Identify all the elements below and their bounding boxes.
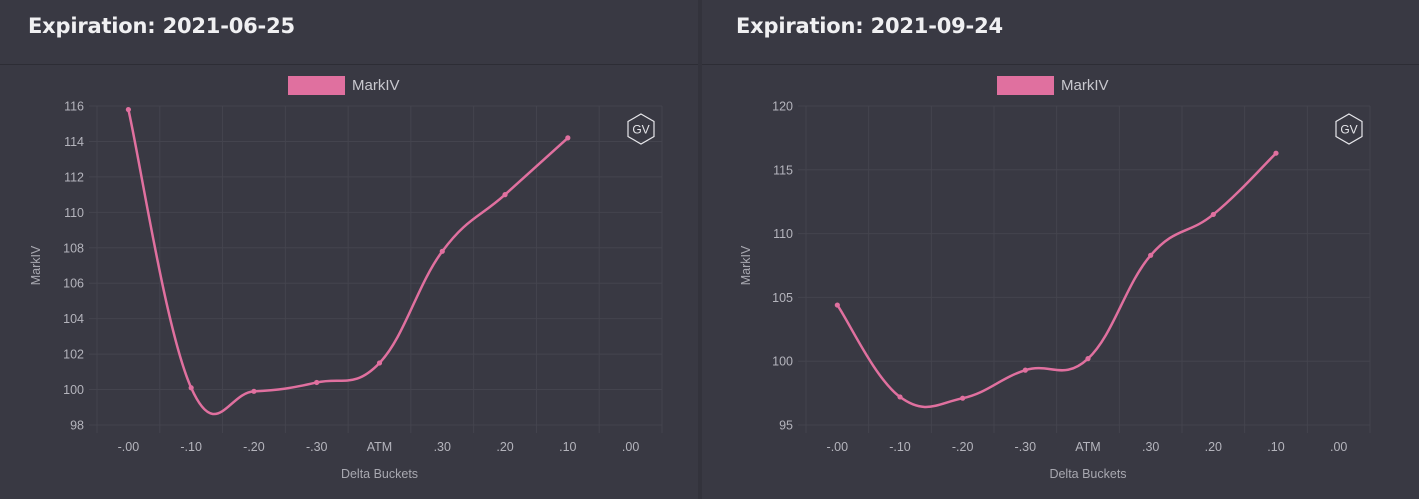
x-axis-title: Delta Buckets: [341, 467, 418, 481]
x-tick-label: -.30: [1015, 440, 1037, 454]
y-tick-label: 105: [772, 291, 793, 305]
x-tick-label: .10: [559, 440, 576, 454]
x-axis-ticks: -.00 -.10 -.20 -.30 ATM .30 .20 .10 .00: [827, 440, 1348, 454]
legend: MarkIV: [288, 76, 400, 95]
y-tick-label: 98: [70, 419, 84, 433]
x-tick-label: .30: [1142, 440, 1159, 454]
data-point: [1210, 211, 1216, 218]
data-point: [565, 135, 571, 141]
y-tick-label: 106: [63, 277, 84, 291]
x-tick-label: -.10: [180, 440, 202, 454]
x-tick-label: .20: [1205, 440, 1222, 454]
watermark-hexagon: [627, 113, 655, 145]
data-point: [439, 248, 445, 254]
y-axis-title: MarkIV: [29, 245, 43, 285]
x-tick-label: .10: [1267, 440, 1284, 454]
panel-title: Expiration: 2021-09-24: [736, 14, 1003, 38]
legend-label: MarkIV: [1061, 77, 1109, 94]
y-tick-label: 112: [64, 170, 84, 184]
series-line-markiv: [127, 109, 569, 416]
x-axis-ticks: -.00 -.10 -.20 -.30 ATM .30 .20 .10 .00: [118, 440, 640, 454]
watermark-text: GV: [1340, 123, 1357, 137]
x-tick-label: ATM: [1075, 440, 1100, 454]
watermark-text: GV: [632, 123, 649, 137]
y-tick-label: 110: [773, 227, 793, 241]
chart-panel-september: Expiration: 2021-09-24 MarkIV 95 100 105 110…: [702, 0, 1419, 499]
y-tick-label: 108: [63, 241, 84, 255]
y-tick-label: 114: [64, 135, 84, 149]
x-tick-label: -.00: [118, 440, 140, 454]
data-point: [251, 388, 257, 394]
y-tick-label: 120: [772, 100, 793, 114]
data-point: [1273, 150, 1279, 156]
watermark-hexagon: [1335, 113, 1363, 145]
y-tick-label: 100: [772, 355, 793, 369]
gv-hexagon-icon: GV: [1335, 113, 1363, 145]
x-tick-label: -.20: [243, 440, 265, 454]
panel-title: Expiration: 2021-06-25: [28, 14, 295, 38]
x-tick-label: -.10: [889, 440, 911, 454]
data-point: [188, 385, 194, 391]
data-point: [960, 395, 966, 401]
y-tick-label: 95: [779, 419, 793, 433]
panel-header: Expiration: 2021-06-25: [0, 0, 698, 65]
data-point: [125, 106, 131, 113]
grid: [89, 105, 663, 433]
data-point: [897, 394, 903, 400]
chart-panel-june: Expiration: 2021-06-25 MarkIV 98 100 102 104…: [0, 0, 698, 499]
x-tick-label: ATM: [367, 440, 392, 454]
data-point: [1085, 356, 1091, 362]
x-tick-label: .00: [622, 440, 639, 454]
legend-label: MarkIV: [352, 77, 400, 94]
y-tick-label: 100: [63, 383, 84, 397]
y-tick-label: 116: [64, 100, 84, 114]
x-axis-title: Delta Buckets: [1049, 467, 1126, 481]
markiv-line-chart: MarkIV98100102104106108110112114116-.00-…: [29, 76, 663, 481]
markiv-line-chart: MarkIV 95 100 105 110 115 120 -.00 -.10 -.20 -.30 A…: [739, 76, 1371, 481]
data-point: [834, 302, 840, 308]
x-tick-label: -.30: [306, 440, 328, 454]
x-tick-label: .30: [434, 440, 451, 454]
y-axis-ticks: 95 100 105 110 115 120: [772, 100, 793, 433]
gv-hexagon-icon: GV: [627, 113, 655, 145]
x-tick-label: -.20: [952, 440, 974, 454]
y-tick-label: 110: [64, 206, 84, 220]
panel-divider: [698, 0, 702, 499]
data-point: [376, 360, 383, 366]
x-tick-label: .20: [496, 440, 513, 454]
panel-header: Expiration: 2021-09-24: [702, 0, 1419, 65]
grid: [798, 105, 1371, 433]
x-tick-label: -.00: [827, 440, 849, 454]
data-point: [1022, 367, 1028, 373]
data-point: [502, 192, 508, 198]
y-tick-label: 102: [63, 348, 84, 362]
data-point: [314, 379, 320, 386]
y-tick-label: 115: [773, 163, 793, 177]
y-axis-ticks: 98 100 102 104 106 108 110 112 114 116: [63, 100, 84, 433]
legend-swatch: [997, 76, 1054, 95]
x-tick-label: .00: [1330, 440, 1347, 454]
y-tick-label: 104: [63, 312, 84, 326]
legend: MarkIV: [997, 76, 1109, 95]
data-point: [1148, 252, 1154, 258]
y-axis-title: MarkIV: [739, 245, 753, 285]
legend-swatch: [288, 76, 345, 95]
